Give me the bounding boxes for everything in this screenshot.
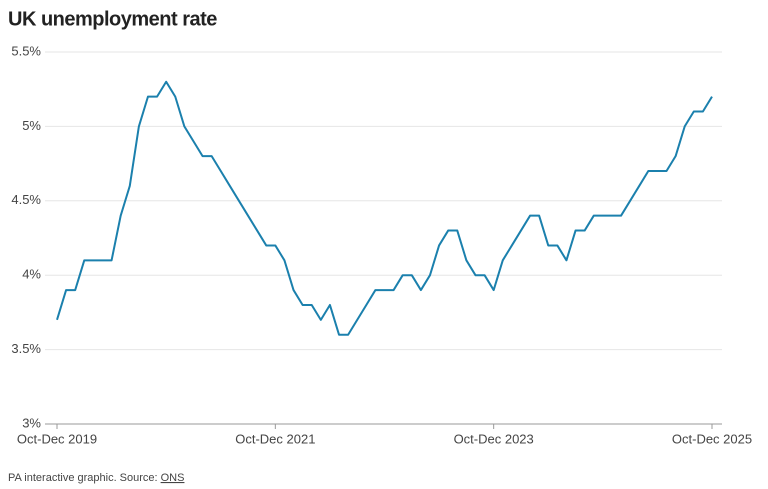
y-tick-label: 5% bbox=[22, 118, 41, 133]
x-tick-label: Oct-Dec 2021 bbox=[235, 431, 315, 446]
source-link[interactable]: ONS bbox=[161, 472, 185, 484]
line-series bbox=[56, 80, 713, 336]
y-tick-label: 5.5% bbox=[11, 43, 41, 58]
chart-title: UK unemployment rate bbox=[8, 8, 217, 30]
y-tick-label: 4.5% bbox=[11, 192, 41, 207]
x-tick-label: Oct-Dec 2023 bbox=[454, 431, 534, 446]
y-tick-label: 3% bbox=[22, 415, 41, 430]
y-tick-label: 3.5% bbox=[11, 341, 41, 356]
y-tick-label: 4% bbox=[22, 267, 41, 282]
footer: PA interactive graphic. Source: ONS bbox=[8, 472, 184, 484]
x-tick-label: Oct-Dec 2019 bbox=[17, 431, 97, 446]
plot bbox=[56, 80, 713, 336]
x-tick-label: Oct-Dec 2025 bbox=[672, 431, 752, 446]
grid bbox=[45, 51, 722, 429]
footer-note: PA interactive graphic. Source: bbox=[8, 472, 158, 484]
